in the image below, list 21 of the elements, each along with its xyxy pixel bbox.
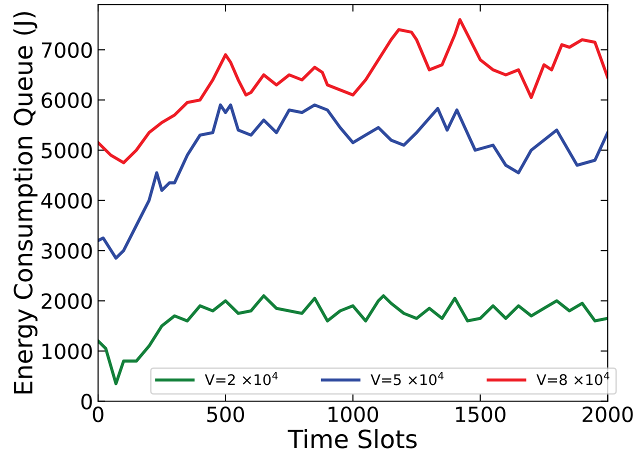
y-tick-label: 1000 bbox=[42, 343, 92, 360]
y-tick-label: 3000 bbox=[42, 243, 92, 259]
y-tick-label: 2000 bbox=[42, 293, 92, 310]
line-series bbox=[98, 18, 608, 164]
y-axis-title: Energy Consumption Queue (J) bbox=[13, 12, 38, 394]
line-series bbox=[98, 103, 608, 260]
y-tick-label: 0 bbox=[81, 394, 92, 410]
x-tick-label: 1500 bbox=[456, 406, 506, 422]
y-tick-label: 6000 bbox=[42, 92, 92, 108]
x-tick-label: 1000 bbox=[328, 406, 378, 422]
y-tick-label: 4000 bbox=[41, 192, 92, 209]
y-tick-label: 5000 bbox=[42, 142, 92, 158]
legend-label: V=2 ×10$^{4}$ bbox=[204, 372, 278, 386]
x-tick-label: 2000 bbox=[582, 406, 633, 422]
legend-label: V=8 ×10$^{4}$ bbox=[536, 372, 610, 386]
line-series bbox=[98, 294, 608, 386]
y-tick-label: 7000 bbox=[42, 42, 92, 58]
legend-label: V=5 ×10$^{4}$ bbox=[370, 372, 444, 386]
x-axis-title: Time Slots bbox=[288, 429, 417, 448]
x-tick-label: 500 bbox=[207, 406, 244, 422]
x-tick-label: 0 bbox=[92, 406, 104, 422]
